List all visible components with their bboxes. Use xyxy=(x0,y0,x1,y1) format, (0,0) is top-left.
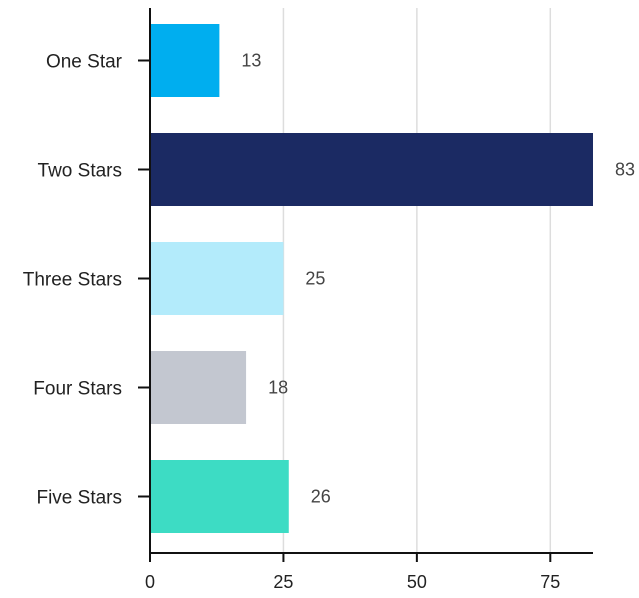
x-tick-label-75: 75 xyxy=(540,572,560,592)
value-label-four-stars: 18 xyxy=(268,378,288,398)
category-label-one-star: One Star xyxy=(46,52,123,73)
bar-five-stars xyxy=(150,460,289,533)
value-label-two-stars: 83 xyxy=(615,160,635,180)
value-label-one-star: 13 xyxy=(241,51,261,71)
axes xyxy=(149,8,593,554)
category-label-five-stars: Five Stars xyxy=(36,488,122,509)
x-tick-label-0: 0 xyxy=(145,572,155,592)
x-tick-label-25: 25 xyxy=(273,572,293,592)
value-label-five-stars: 26 xyxy=(311,487,331,507)
bar-four-stars xyxy=(150,351,247,424)
category-label-two-stars: Two Stars xyxy=(38,161,122,182)
x-axis-ticks: 0 25 50 75 xyxy=(145,553,560,592)
category-label-four-stars: Four Stars xyxy=(33,379,122,400)
x-tick-label-50: 50 xyxy=(407,572,427,592)
bar-one-star xyxy=(150,24,220,97)
bars xyxy=(150,24,593,533)
category-ticks: One Star Two Stars Three Stars Four Stars Fi… xyxy=(23,52,150,509)
value-label-three-stars: 25 xyxy=(305,269,325,289)
value-labels: 13 83 25 18 26 xyxy=(241,51,635,507)
bar-three-stars xyxy=(150,242,284,315)
bar-two-stars xyxy=(150,133,593,206)
category-label-three-stars: Three Stars xyxy=(23,270,122,291)
